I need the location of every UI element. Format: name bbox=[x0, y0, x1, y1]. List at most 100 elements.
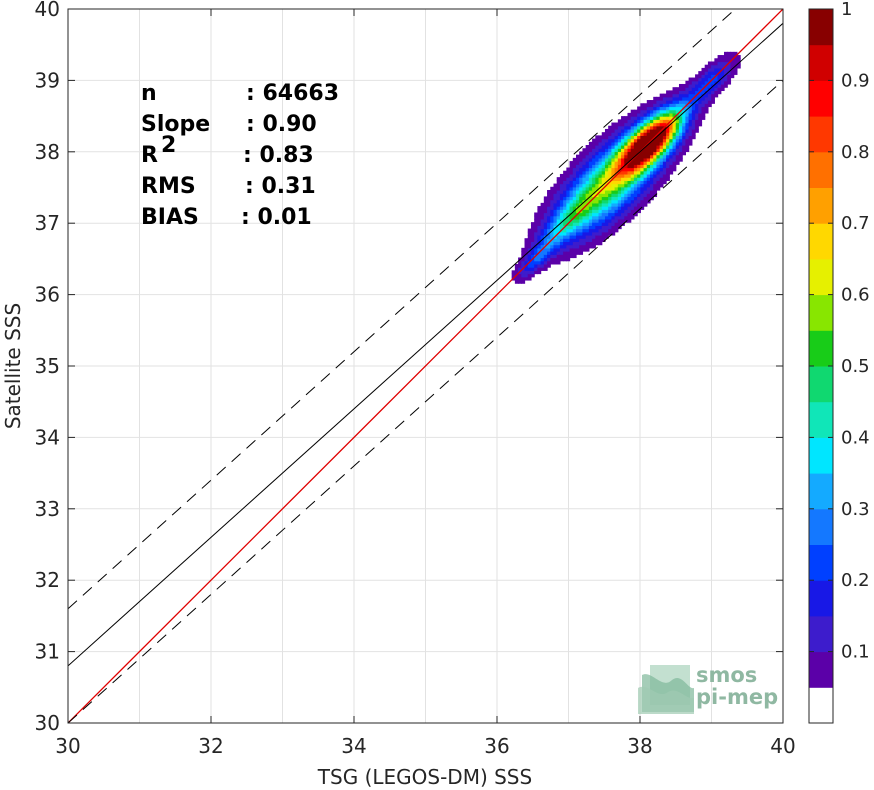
density-cell bbox=[592, 193, 596, 198]
density-cell bbox=[688, 122, 693, 127]
density-cell bbox=[595, 231, 600, 236]
density-cell bbox=[614, 202, 619, 207]
density-cell bbox=[595, 167, 600, 172]
density-cell bbox=[563, 212, 567, 217]
density-cell bbox=[556, 228, 561, 233]
density-cell bbox=[530, 263, 535, 268]
density-cell bbox=[685, 122, 690, 127]
density-cell bbox=[559, 222, 564, 226]
density-cell bbox=[730, 64, 735, 69]
density-cell bbox=[550, 234, 555, 239]
density-cell bbox=[640, 135, 645, 140]
density-cell bbox=[678, 132, 683, 136]
density-cell bbox=[678, 116, 683, 120]
density-cell bbox=[601, 170, 606, 175]
density-cell bbox=[595, 141, 600, 146]
density-cell bbox=[537, 218, 542, 223]
density-cell bbox=[650, 132, 654, 136]
density-cell bbox=[730, 51, 735, 56]
density-cell bbox=[611, 199, 616, 204]
density-cell bbox=[604, 167, 609, 172]
density-cell bbox=[633, 161, 638, 165]
density-cell bbox=[717, 80, 722, 85]
density-cell bbox=[569, 202, 574, 207]
density-cell bbox=[701, 96, 706, 101]
density-cell bbox=[511, 270, 516, 275]
colorbar-segment bbox=[809, 401, 833, 438]
density-cell bbox=[572, 212, 577, 217]
colorbar-segment bbox=[809, 473, 833, 510]
density-cell bbox=[563, 218, 567, 223]
density-cell bbox=[601, 193, 606, 198]
density-cell bbox=[704, 74, 709, 79]
density-cell bbox=[656, 128, 661, 133]
density-cell bbox=[637, 196, 641, 201]
density-cell bbox=[566, 238, 571, 243]
density-cell bbox=[559, 251, 564, 255]
density-cell bbox=[678, 96, 683, 101]
density-cell bbox=[688, 109, 693, 114]
density-cell bbox=[646, 138, 651, 143]
density-cell bbox=[682, 103, 687, 108]
density-cell bbox=[666, 106, 670, 111]
density-cell bbox=[669, 151, 674, 156]
density-cell bbox=[695, 103, 699, 108]
density-cell bbox=[576, 247, 580, 252]
density-cell bbox=[621, 145, 625, 149]
density-cell bbox=[678, 122, 683, 127]
density-cell bbox=[650, 106, 654, 111]
density-cell bbox=[592, 189, 596, 194]
density-cell bbox=[633, 164, 638, 169]
density-cell bbox=[595, 135, 600, 140]
density-cell bbox=[627, 138, 632, 143]
density-cell bbox=[566, 244, 571, 249]
colorbar-segment bbox=[809, 687, 833, 724]
density-cell bbox=[598, 148, 603, 153]
density-cell bbox=[627, 183, 632, 188]
density-cell bbox=[601, 151, 606, 156]
density-cell bbox=[601, 157, 606, 162]
density-cell bbox=[592, 173, 596, 178]
density-cell bbox=[640, 112, 645, 117]
density-cell bbox=[666, 112, 670, 117]
density-cell bbox=[547, 257, 551, 262]
density-cell bbox=[534, 212, 538, 217]
density-cell bbox=[582, 234, 587, 239]
density-cell bbox=[576, 164, 580, 169]
density-cell bbox=[685, 87, 690, 92]
density-cell bbox=[543, 260, 548, 265]
density-cell bbox=[572, 170, 577, 175]
density-cell bbox=[514, 276, 519, 281]
density-cell bbox=[621, 199, 625, 204]
density-cell bbox=[576, 167, 580, 172]
density-cell bbox=[579, 244, 584, 249]
density-cell bbox=[630, 141, 635, 146]
density-cell bbox=[717, 55, 722, 59]
density-cell bbox=[608, 225, 612, 230]
density-cell bbox=[640, 193, 645, 198]
density-cell bbox=[621, 212, 625, 217]
density-cell bbox=[608, 145, 612, 149]
density-cell bbox=[534, 222, 538, 226]
colorbar-segment bbox=[809, 508, 833, 545]
density-cell bbox=[624, 199, 629, 204]
density-cell bbox=[656, 103, 661, 108]
density-cell bbox=[534, 257, 538, 262]
density-cell bbox=[624, 132, 629, 136]
density-cell bbox=[688, 87, 693, 92]
density-cell bbox=[653, 100, 658, 104]
density-cell bbox=[714, 64, 719, 69]
density-cell bbox=[653, 151, 658, 156]
density-cell bbox=[592, 209, 596, 214]
density-cell bbox=[691, 122, 696, 127]
density-cell bbox=[592, 202, 596, 207]
density-cell bbox=[595, 180, 600, 185]
density-cell bbox=[724, 55, 728, 59]
density-cell bbox=[621, 116, 625, 120]
density-cell bbox=[547, 228, 551, 233]
density-cell bbox=[717, 87, 722, 92]
density-cell bbox=[637, 157, 641, 162]
density-cell bbox=[553, 199, 558, 204]
density-cell bbox=[547, 206, 551, 210]
density-cell bbox=[640, 145, 645, 149]
